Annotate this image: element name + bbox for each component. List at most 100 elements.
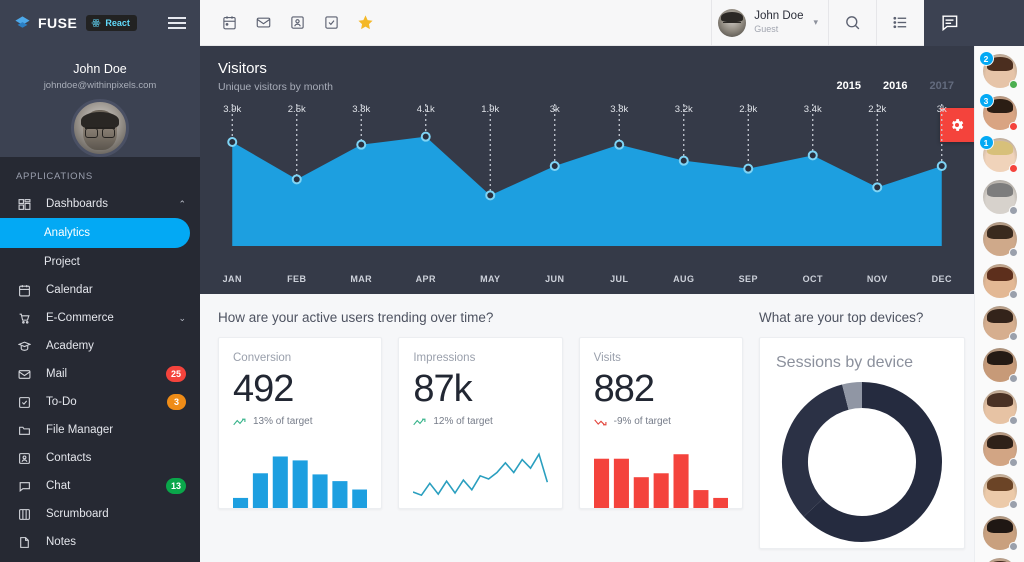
- axis-tick-label: MAY: [480, 274, 501, 284]
- scrumboard-icon: [16, 506, 32, 522]
- contacts-icon[interactable]: [280, 0, 314, 46]
- sidebar-item-label: Scrumboard: [46, 508, 109, 520]
- cart-icon: [16, 310, 32, 326]
- sidebar-item-label: Contacts: [46, 452, 92, 464]
- contact-avatar[interactable]: [982, 180, 1018, 215]
- contact-avatar[interactable]: [982, 306, 1018, 341]
- page-title: Visitors: [218, 60, 267, 77]
- presence-dot: [1008, 290, 1018, 299]
- status-badge: 25: [165, 366, 186, 382]
- sidebar-user-block[interactable]: John Doe johndoe@withinpixels.com: [0, 46, 200, 157]
- kpi-value: 492: [233, 368, 294, 410]
- axis-tick-label: FEB: [287, 274, 307, 284]
- hamburger-icon[interactable]: [168, 17, 186, 29]
- visitors-header: Visitors Unique visitors by month 2015 2…: [200, 46, 974, 93]
- presence-dot: [1008, 416, 1018, 425]
- sidebar-item-analytics[interactable]: Analytics: [0, 218, 190, 248]
- contact-avatar[interactable]: [982, 432, 1018, 467]
- visitors-widget: Visitors Unique visitors by month 2015 2…: [200, 46, 974, 294]
- sidebar-item-calendar[interactable]: Calendar: [0, 276, 200, 304]
- contact-avatar[interactable]: [982, 390, 1018, 425]
- todo-icon[interactable]: [314, 0, 348, 46]
- sidebar-item-label: Dashboards: [46, 198, 109, 210]
- sidebar-item-label: Analytics: [44, 227, 91, 239]
- axis-tick-label: MAR: [350, 274, 373, 284]
- sidebar-item-label: Notes: [46, 536, 77, 548]
- calendar-icon[interactable]: [212, 0, 246, 46]
- contact-avatar[interactable]: [982, 516, 1018, 551]
- star-icon[interactable]: [348, 0, 382, 46]
- contact-avatar[interactable]: 2: [978, 51, 1018, 89]
- contact-avatar[interactable]: [982, 558, 1017, 562]
- active-users-section: How are your active users trending over …: [218, 310, 743, 549]
- visitors-x-axis: JAN FEB MAR APR MAY JUN JUL AUG SEP OCT …: [200, 274, 974, 284]
- right-rail-header: [974, 0, 1024, 46]
- top-toolbar: John Doe Guest ▾: [200, 0, 974, 46]
- sidebar-item-dashboards[interactable]: Dashboards ⌃: [0, 190, 200, 218]
- contact-avatar[interactable]: 3: [978, 93, 1018, 131]
- top-devices-section: What are your top devices? Sessions by d…: [759, 310, 965, 549]
- sidebar-item-notes[interactable]: Notes: [0, 528, 200, 556]
- react-badge: React: [86, 15, 137, 31]
- contact-avatar[interactable]: [982, 264, 1018, 299]
- tab-year-2017[interactable]: 2017: [929, 80, 954, 92]
- sidebar-item-label: Calendar: [46, 284, 93, 296]
- kpi-trend-label: -9% of target: [613, 416, 671, 427]
- kpi-trend: -9% of target: [593, 416, 728, 427]
- calendar-icon: [16, 282, 32, 298]
- user-menu[interactable]: John Doe Guest ▾: [711, 0, 828, 46]
- axis-tick-label: OCT: [802, 274, 823, 284]
- contact-avatar[interactable]: [982, 348, 1018, 383]
- sidebar-item-label: E-Commerce: [46, 312, 114, 324]
- conversion-bar-chart: [233, 446, 368, 508]
- kpi-card-visits[interactable]: Visits 882 -9% of target: [578, 337, 743, 509]
- axis-tick-label: DEC: [931, 274, 952, 284]
- trend-down-icon: [593, 419, 607, 425]
- sidebar-item-project[interactable]: Project: [0, 248, 200, 276]
- sidebar-item-todo[interactable]: To-Do 3: [0, 388, 200, 416]
- sidebar-header: FUSE React: [0, 0, 200, 46]
- presence-dot: [1008, 374, 1018, 383]
- contact-avatar[interactable]: [982, 222, 1018, 257]
- sidebar-item-file-manager[interactable]: File Manager: [0, 416, 200, 444]
- search-icon[interactable]: [828, 0, 876, 46]
- section-question-users: How are your active users trending over …: [218, 310, 494, 325]
- trend-up-icon: [413, 418, 426, 425]
- sidebar-item-scrumboard[interactable]: Scrumboard: [0, 500, 200, 528]
- unread-badge: 1: [978, 135, 994, 150]
- status-badge: 13: [165, 478, 186, 494]
- sidebar-item-ecommerce[interactable]: E-Commerce ⌄: [0, 304, 200, 332]
- contact-avatar[interactable]: [982, 474, 1018, 509]
- top-toolbar-right: John Doe Guest ▾: [711, 0, 974, 46]
- graduation-icon: [16, 338, 32, 354]
- folder-icon: [16, 422, 32, 438]
- quick-panel-icon[interactable]: [876, 0, 924, 46]
- sidebar-item-label: Mail: [46, 368, 68, 380]
- contact-avatar[interactable]: 1: [978, 135, 1018, 173]
- mail-icon[interactable]: [246, 0, 280, 46]
- gear-icon[interactable]: [940, 108, 974, 142]
- presence-dot: [1008, 542, 1018, 551]
- axis-tick-label: JUN: [545, 274, 565, 284]
- sidebar-user-name: John Doe: [73, 62, 127, 76]
- kpi-card-conversion[interactable]: Conversion 492 13% of target: [218, 337, 383, 509]
- tab-year-2015[interactable]: 2015: [836, 80, 862, 92]
- user-role: Guest: [754, 24, 779, 34]
- presence-dot: [1008, 500, 1018, 509]
- kpi-card-impressions[interactable]: Impressions 87k 12% of target: [398, 337, 563, 509]
- tab-year-2016[interactable]: 2016: [883, 80, 908, 92]
- sessions-by-device-card[interactable]: Sessions by device: [759, 337, 965, 549]
- chat-panel-icon[interactable]: [924, 0, 974, 46]
- sidebar-item-contacts[interactable]: Contacts: [0, 444, 200, 472]
- sidebar-item-academy[interactable]: Academy: [0, 332, 200, 360]
- presence-dot: [1008, 80, 1018, 89]
- sidebar-nav: Dashboards ⌃ Analytics Project Calendar: [0, 190, 200, 562]
- notes-icon: [16, 534, 32, 550]
- chat-icon: [16, 478, 32, 494]
- status-badge: 3: [167, 394, 186, 410]
- sidebar-item-chat[interactable]: Chat 13: [0, 472, 200, 500]
- fuse-diamond-icon: [14, 15, 31, 32]
- sidebar-item-mail[interactable]: Mail 25: [0, 360, 200, 388]
- axis-tick-label: JUL: [610, 274, 629, 284]
